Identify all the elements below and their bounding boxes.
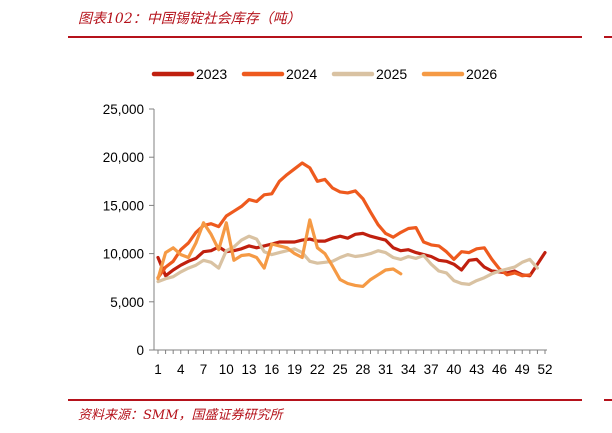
x-tick-label: 13 bbox=[242, 362, 257, 377]
y-tick-label: 15,000 bbox=[103, 198, 144, 213]
x-tick-label: 43 bbox=[469, 362, 484, 377]
y-tick-label: 5,000 bbox=[110, 295, 144, 310]
series-line-2025 bbox=[156, 234, 540, 286]
x-tick-label: 37 bbox=[424, 362, 439, 377]
x-tick-label: 16 bbox=[264, 362, 279, 377]
footer-rule bbox=[68, 399, 582, 401]
x-tick-label: 22 bbox=[310, 362, 325, 377]
x-tick-label: 34 bbox=[401, 362, 417, 377]
chart-axes: 0 5,000 10,000 15,000 20,000 25,000 1 4 7 10 13 16 1… bbox=[103, 102, 553, 377]
y-tick-label: 20,000 bbox=[103, 150, 144, 165]
x-tick-label: 40 bbox=[446, 362, 461, 377]
header-rule-end bbox=[604, 36, 612, 38]
y-tick-label: 25,000 bbox=[103, 102, 144, 117]
x-tick-label: 4 bbox=[177, 362, 185, 377]
x-tick-label: 31 bbox=[378, 362, 393, 377]
x-tick-label: 46 bbox=[492, 362, 507, 377]
x-tick-label: 49 bbox=[515, 362, 530, 377]
source-note: 资料来源：SMM，国盛证券研究所 bbox=[78, 408, 283, 423]
series-line-2023 bbox=[156, 231, 547, 278]
series-line-2026 bbox=[156, 218, 403, 288]
series-line-2024 bbox=[156, 161, 532, 280]
x-tick-label: 25 bbox=[333, 362, 348, 377]
legend-label-2026: 2026 bbox=[466, 66, 497, 82]
legend-label-2025: 2025 bbox=[376, 66, 407, 82]
header-rule bbox=[68, 36, 582, 38]
chart-series bbox=[156, 161, 547, 288]
legend-label-2024: 2024 bbox=[286, 66, 317, 82]
footer-rule-end bbox=[604, 399, 612, 401]
chart-title: 图表102：中国锡锭社会库存（吨） bbox=[78, 11, 301, 27]
y-tick-label: 10,000 bbox=[103, 247, 144, 262]
chart-legend: 2023 2024 2025 2026 bbox=[151, 66, 497, 82]
x-tick-label: 1 bbox=[154, 362, 162, 377]
x-tick-label: 10 bbox=[219, 362, 234, 377]
x-tick-label: 28 bbox=[355, 362, 370, 377]
line-chart: 2023 2024 2025 2026 0 5,000 10,000 15,000 20,00… bbox=[103, 66, 553, 377]
legend-label-2023: 2023 bbox=[196, 66, 227, 82]
y-tick-label: 0 bbox=[136, 343, 144, 358]
x-tick-label: 19 bbox=[287, 362, 302, 377]
x-tick-label: 52 bbox=[537, 362, 552, 377]
x-tick-label: 7 bbox=[200, 362, 208, 377]
